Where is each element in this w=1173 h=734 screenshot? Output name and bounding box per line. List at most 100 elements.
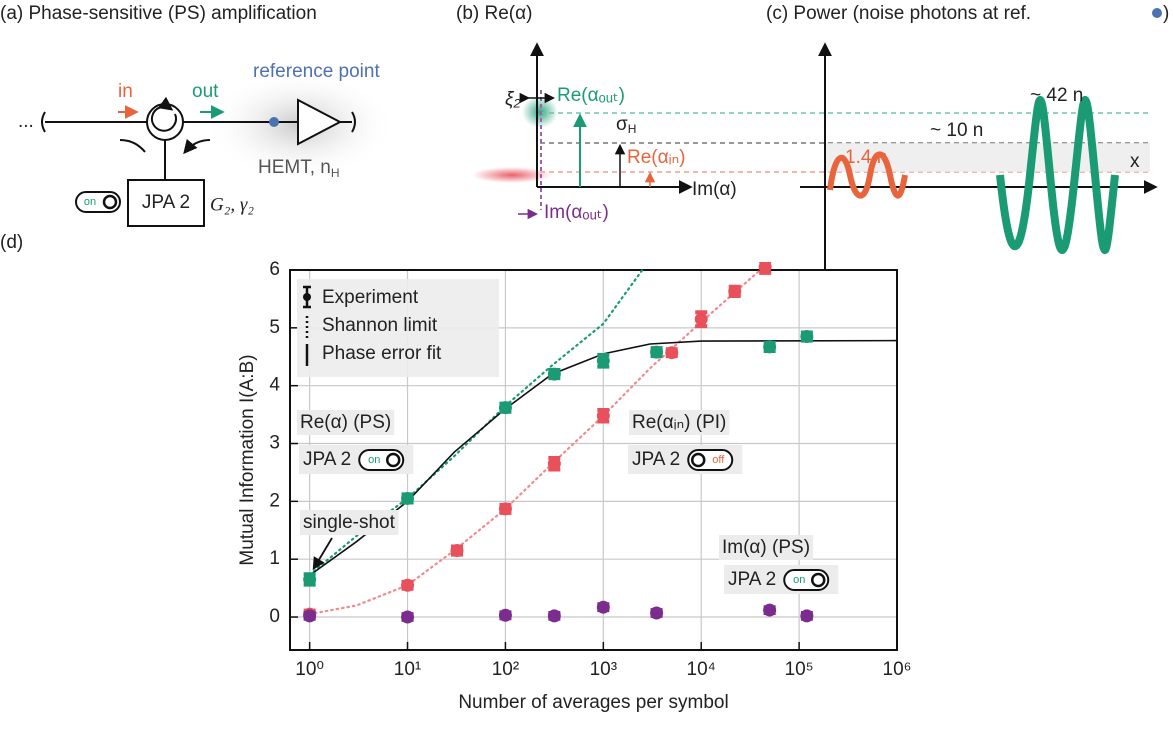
panel-c: (c) Power (noise photons at ref. ) ~ 42 … bbox=[766, 3, 1169, 270]
marker bbox=[650, 606, 664, 620]
marker bbox=[547, 367, 561, 381]
y-tick-label: 3 bbox=[269, 433, 280, 454]
y-tick-label: 0 bbox=[269, 606, 280, 627]
panel-title: (d) bbox=[0, 232, 23, 253]
jpa-label: JPA 2 bbox=[142, 192, 190, 213]
amplifier bbox=[297, 98, 343, 146]
x-tick-label: 10² bbox=[492, 659, 519, 680]
label-out: out bbox=[192, 81, 219, 102]
marker bbox=[650, 345, 664, 359]
marker bbox=[498, 608, 512, 622]
y-tick-label: 4 bbox=[269, 375, 280, 396]
marker bbox=[800, 609, 814, 623]
reference-dot bbox=[269, 117, 279, 127]
marker bbox=[596, 600, 610, 614]
jpa-label: JPA 2 bbox=[728, 569, 776, 590]
chart: 10⁰ 10¹ 10² 10³ 10⁴ 10⁵ 10⁶ 0 1 2 3 4 5 6 Number of av… bbox=[237, 259, 911, 713]
series-label: Im(α) (PS) bbox=[722, 537, 810, 558]
marker bbox=[800, 330, 814, 344]
marker bbox=[596, 409, 610, 423]
y-tick-label: 6 bbox=[269, 259, 280, 280]
x-tick-label: 10³ bbox=[590, 659, 617, 680]
marker bbox=[401, 610, 415, 624]
legend-entry: Phase error fit bbox=[322, 343, 442, 364]
marker bbox=[728, 284, 742, 298]
label-reference: reference point bbox=[253, 61, 380, 82]
wave-large bbox=[996, 96, 1119, 254]
marker bbox=[758, 262, 772, 274]
legend-entry: Shannon limit bbox=[322, 315, 438, 336]
series-label: Re(αᵢₙ) (PI) bbox=[632, 412, 726, 433]
y-tick-label: 2 bbox=[269, 490, 280, 511]
toggle-knob bbox=[385, 452, 401, 468]
toggle-knob bbox=[102, 194, 118, 210]
label-bg bbox=[629, 410, 730, 436]
panel-title: (a) Phase-sensitive (PS) amplification bbox=[0, 3, 317, 24]
dots: ... bbox=[18, 111, 34, 132]
toggle bbox=[783, 569, 830, 591]
marker bbox=[547, 609, 561, 623]
label-in: in bbox=[118, 81, 133, 102]
jpa-label: JPA 2 bbox=[303, 449, 351, 470]
sigma-sub: H bbox=[628, 122, 637, 136]
jpa-label: JPA 2 bbox=[632, 449, 680, 470]
marker bbox=[498, 502, 512, 516]
x-tick-label: 10⁵ bbox=[785, 659, 814, 680]
jpa-box bbox=[127, 179, 205, 227]
re-out: Re(αₒᵤₜ) bbox=[557, 85, 625, 106]
wire-end bbox=[41, 111, 356, 133]
sigma: σH bbox=[616, 114, 636, 136]
plot-frame bbox=[289, 269, 898, 651]
marker bbox=[694, 312, 708, 326]
marker bbox=[401, 578, 415, 592]
toggle bbox=[358, 449, 405, 471]
marker bbox=[303, 609, 317, 623]
marker bbox=[450, 544, 464, 558]
marker bbox=[303, 572, 317, 586]
toggle bbox=[75, 191, 121, 213]
marker bbox=[763, 603, 777, 617]
label-hemt: HEMT, nH bbox=[258, 157, 340, 180]
toggle-text: on bbox=[793, 574, 805, 586]
legend-entry: Experiment bbox=[322, 287, 419, 308]
y-axis-label: Mutual Information I(A:B) bbox=[237, 354, 258, 565]
x-tick-label: 10¹ bbox=[394, 659, 421, 680]
hemt: HEMT, n bbox=[258, 157, 331, 178]
x-axis-label: Number of averages per symbol bbox=[458, 692, 728, 713]
x-label: x bbox=[1130, 151, 1140, 172]
toggle-knob bbox=[690, 452, 706, 468]
y-tick-label: 5 bbox=[269, 317, 280, 338]
toggle-knob bbox=[810, 572, 826, 588]
marker bbox=[763, 340, 777, 354]
fit-line bbox=[308, 268, 762, 616]
reference-dot bbox=[1152, 8, 1162, 18]
small: 1.4 n bbox=[845, 147, 887, 168]
marker bbox=[665, 346, 679, 360]
mid: ~ 10 n bbox=[930, 120, 983, 141]
x-tick-label: 10⁶ bbox=[883, 659, 912, 680]
annotation-arrow bbox=[312, 537, 333, 571]
x-tick-label: 10⁰ bbox=[295, 659, 324, 680]
im-out: Im(αₒᵤₜ) bbox=[544, 202, 609, 223]
params: G₂, γ₂ bbox=[210, 194, 254, 215]
toggle bbox=[687, 449, 734, 471]
marker bbox=[498, 401, 512, 415]
legend-box bbox=[297, 279, 499, 377]
glow bbox=[472, 167, 552, 183]
panel-title-end: ) bbox=[1163, 3, 1169, 24]
circulator-arrow bbox=[150, 96, 177, 132]
toggle-text: on bbox=[368, 454, 380, 466]
panel-a: (a) Phase-sensitive (PS) amplification .… bbox=[0, 3, 395, 227]
sigma-main: σ bbox=[616, 114, 628, 135]
hemt-sub: H bbox=[331, 166, 340, 180]
xi: ξ₂ bbox=[505, 89, 521, 110]
series-label: Re(α) (PS) bbox=[300, 412, 391, 433]
x-tick-label: 10⁴ bbox=[687, 659, 716, 680]
annotation: single-shot bbox=[303, 512, 396, 533]
big: ~ 42 n bbox=[1030, 85, 1083, 106]
marker bbox=[547, 457, 561, 471]
legend-key bbox=[303, 293, 311, 301]
label-bg bbox=[300, 510, 399, 536]
